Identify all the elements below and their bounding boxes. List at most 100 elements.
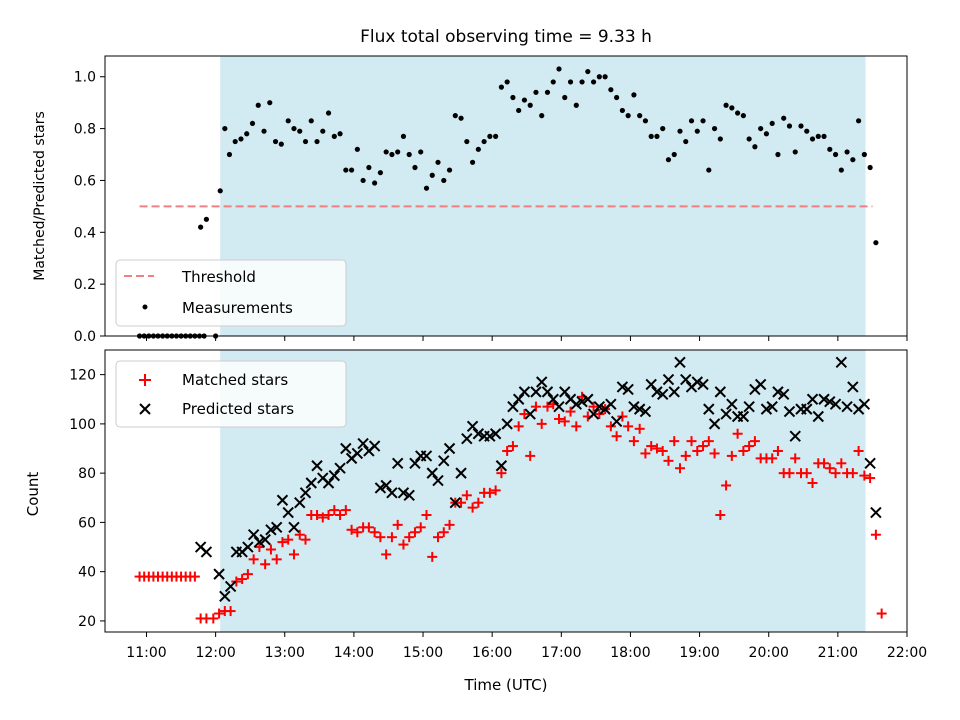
matched-star-point [847, 468, 858, 479]
measurement-point [527, 102, 533, 108]
predicted-star-point [645, 378, 657, 391]
predicted-star-point [512, 393, 525, 405]
measurement-point [735, 110, 741, 116]
matched-star-point [294, 529, 305, 540]
measurement-point [539, 113, 545, 119]
predicted-star-point [391, 457, 404, 469]
measurement-point [602, 74, 608, 80]
predicted-star-point [420, 450, 433, 462]
predicted-star-point [553, 400, 565, 413]
matched-star-point [830, 468, 841, 479]
matched-star-point [623, 421, 634, 432]
x-tick-label: 11:00 [126, 645, 166, 661]
matched-star-point [571, 421, 582, 432]
measurement-point [671, 151, 677, 158]
predicted-star-point [720, 408, 732, 420]
measurement-point [446, 167, 453, 173]
measurement-point [469, 159, 476, 165]
predicted-star-point [616, 381, 629, 393]
measurement-point [683, 138, 689, 145]
top-x-ticks [145, 336, 908, 341]
measurement-point [418, 149, 424, 155]
matched-star-point [865, 473, 876, 484]
predicted-star-point [766, 400, 778, 413]
matched-star-point [542, 401, 553, 412]
predicted-star-point [737, 410, 750, 423]
matched-star-point [554, 413, 565, 424]
matched-star-point [628, 436, 639, 447]
predicted-star-point [743, 400, 755, 413]
predicted-star-point [426, 467, 438, 479]
predicted-star-point [461, 432, 473, 445]
predicted-star-point [294, 496, 306, 509]
measurement-point [625, 113, 631, 119]
measurement-point [366, 164, 372, 171]
measurement-point [297, 128, 303, 134]
measurement-point [337, 131, 343, 137]
measurement-point [550, 79, 556, 85]
top-y-tick-label: 0.8 [74, 122, 96, 138]
predicted-star-point [247, 529, 260, 541]
measurement-point [654, 133, 660, 139]
matched-star-point [767, 453, 778, 464]
measurement-point [809, 136, 816, 142]
predicted-star-point [524, 408, 536, 420]
predicted-star-point [570, 398, 582, 410]
measurement-point [775, 151, 781, 158]
top-y-tick-label: 1.0 [74, 70, 96, 86]
matched-star-point [346, 524, 357, 535]
predicted-star-point [772, 386, 784, 398]
matched-stars-points [134, 391, 887, 624]
measurement-point [688, 118, 695, 124]
measurement-point [815, 133, 821, 139]
measurement-point [832, 151, 839, 158]
x-tick-label: 20:00 [749, 645, 789, 661]
matched-star-point [853, 445, 864, 456]
predicted-star-point [662, 373, 675, 386]
matched-star-point [772, 445, 783, 456]
measurement-point [249, 120, 256, 127]
matched-star-point [594, 409, 605, 420]
matched-star-point [525, 450, 536, 461]
measurement-point [763, 131, 770, 137]
predicted-star-point [610, 415, 623, 428]
measurement-point [238, 136, 244, 142]
matched-star-point [208, 613, 219, 624]
measurement-point [660, 125, 666, 132]
measurement-point [481, 138, 487, 145]
matched-star-point [214, 608, 225, 619]
predicted-star-point [812, 410, 824, 423]
matched-star-point [686, 436, 697, 447]
measurement-point [648, 133, 654, 139]
matched-star-point [300, 534, 311, 545]
measurement-point [717, 136, 723, 142]
predicted-star-point [697, 378, 709, 391]
top-panel: 0.0 0.2 0.4 0.6 0.8 1.0 Flux total observing … [32, 27, 908, 345]
top-y-axis-label: Matched/Predicted stars [32, 111, 48, 281]
measurement-point [723, 102, 729, 108]
matched-star-point [433, 532, 444, 543]
predicted-star-point [633, 403, 646, 415]
predicted-star-point [213, 568, 225, 580]
predicted-star-point [536, 376, 548, 388]
predicted-star-point [397, 487, 410, 499]
measurement-point [562, 94, 568, 101]
matched-star-point [496, 468, 507, 479]
predicted-star-point [334, 462, 346, 474]
matched-star-point [381, 549, 392, 560]
matched-star-point [254, 542, 265, 553]
matched-star-point [709, 448, 720, 459]
matched-star-point [726, 450, 737, 461]
measurement-point [614, 94, 620, 101]
predicted-star-point [403, 489, 415, 502]
matched-star-point [738, 445, 749, 456]
measurement-point [226, 151, 233, 158]
top-legend: Threshold Measurements [115, 259, 347, 327]
matched-star-point [876, 608, 887, 619]
matched-star-point [335, 510, 346, 521]
matched-star-point [398, 539, 409, 550]
predicted-star-point [858, 398, 871, 410]
matched-star-point [749, 436, 760, 447]
matched-star-point [415, 522, 426, 533]
